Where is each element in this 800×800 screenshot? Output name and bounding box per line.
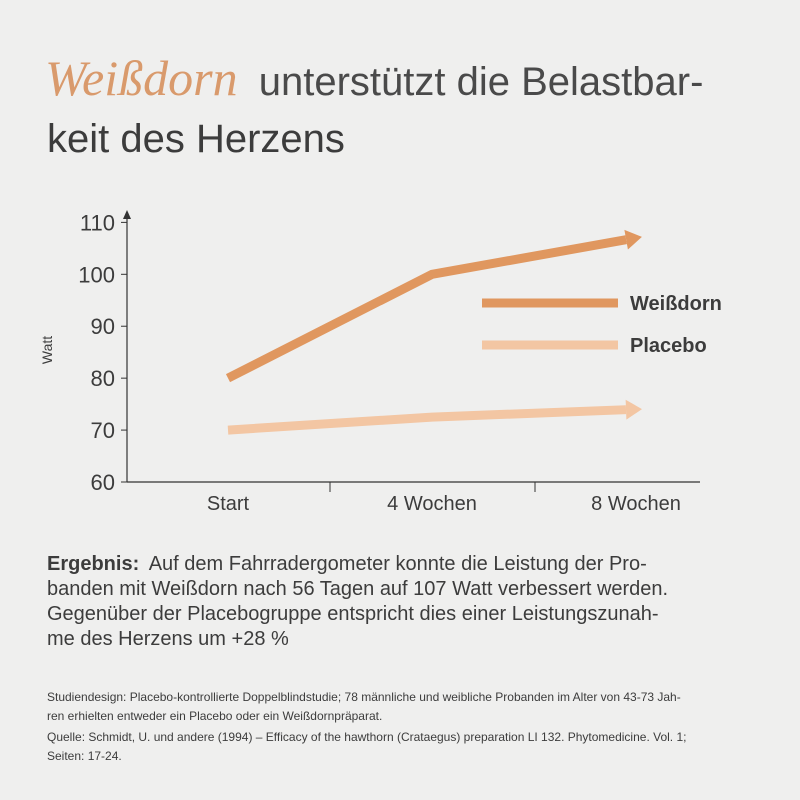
y-axis-arrow: [123, 210, 131, 219]
data-line: [225, 235, 627, 383]
title-line: unterstützt die Belastbar-: [259, 60, 704, 104]
result-line: Ergebnis: Auf dem Fahrradergometer konnt…: [47, 553, 647, 575]
result-text: Auf dem Fahrradergometer konnte die Leis…: [149, 553, 647, 575]
arrowhead: [624, 229, 642, 250]
y-tick-label: 100: [78, 262, 115, 287]
x-tick-label: 4 Wochen: [387, 493, 477, 515]
note-line: ren erhielten entweder ein Placebo oder …: [47, 709, 382, 723]
y-tick-label: 110: [80, 210, 115, 235]
arrowhead: [625, 399, 642, 420]
legend-label: Placebo: [630, 335, 707, 357]
y-axis-label: Watt: [39, 336, 55, 364]
y-tick-label: 90: [91, 314, 115, 339]
title-line: keit des Herzens: [47, 117, 345, 161]
result-line: banden mit Weißdorn nach 56 Tagen auf 10…: [47, 578, 668, 600]
y-tick-label: 70: [91, 418, 115, 443]
result-label: Ergebnis:: [47, 553, 139, 575]
title: Weißdorn unterstützt die Belastbar-: [45, 50, 703, 106]
result-line: Gegenüber der Placebogruppe entspricht d…: [47, 603, 659, 625]
y-tick-label: 60: [91, 470, 115, 495]
title-highlight: Weißdorn: [45, 50, 238, 106]
note-line: Studiendesign: Placebo-kontrollierte Dop…: [47, 690, 681, 704]
x-tick-label: 8 Wochen: [591, 493, 681, 515]
x-tick-label: Start: [207, 493, 250, 515]
legend-label: Weißdorn: [630, 293, 722, 315]
y-tick-label: 80: [91, 366, 115, 391]
data-line: [227, 405, 627, 435]
note-line: Seiten: 17-24.: [47, 749, 122, 763]
note-line: Quelle: Schmidt, U. und andere (1994) – …: [47, 730, 686, 744]
result-line: me des Herzens um +28 %: [47, 628, 289, 650]
